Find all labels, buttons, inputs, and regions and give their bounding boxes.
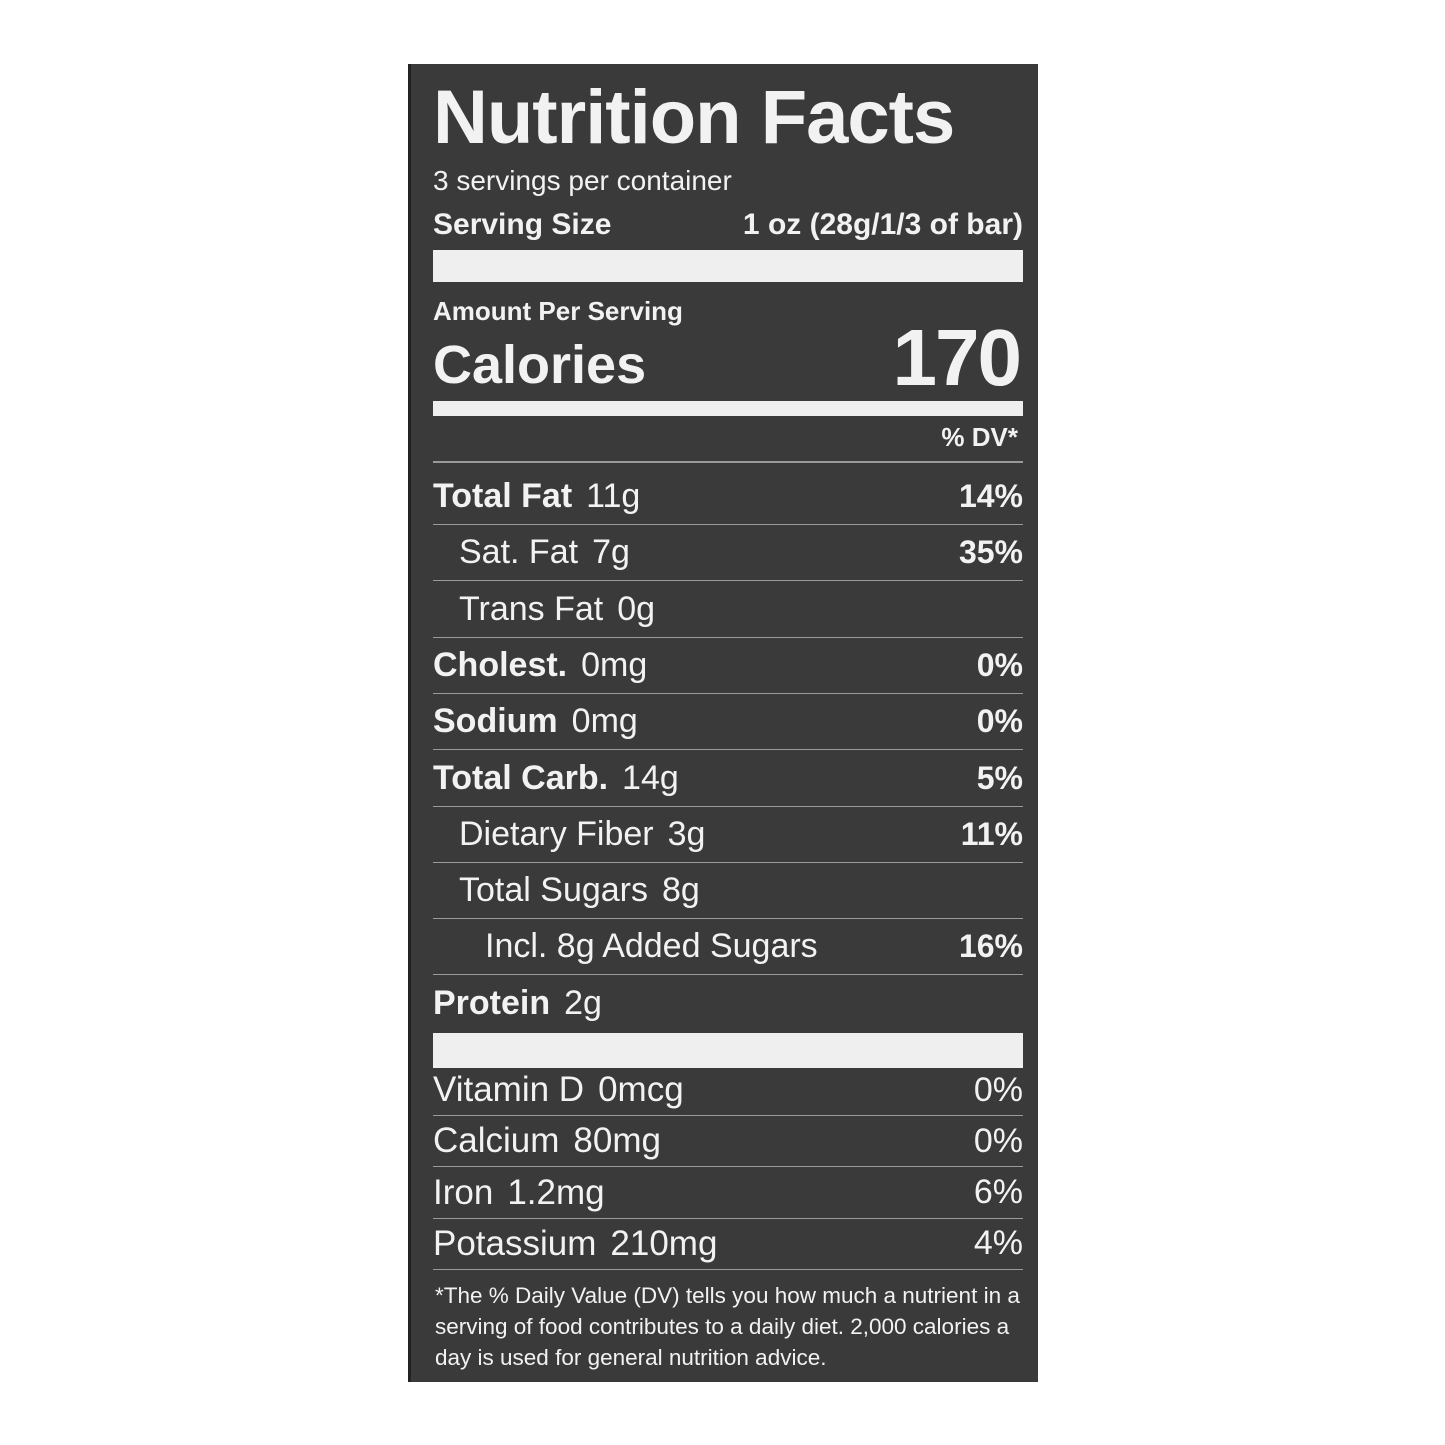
nutrient-name: Protein 2g: [433, 984, 602, 1023]
vitamin-label: Vitamin D: [433, 1070, 585, 1109]
nutrition-facts-panel: Nutrition Facts 3 servings per container…: [408, 64, 1038, 1382]
nutrient-row: Sat. Fat 7g 35%: [433, 525, 1023, 582]
nutrient-name: Sodium 0mg: [433, 702, 638, 741]
nutrient-row: Incl. 8g Added Sugars 16%: [433, 919, 1023, 976]
vitamin-amount: 210mg: [610, 1223, 718, 1263]
nutrient-label: Total Fat: [433, 477, 573, 515]
nutrient-dv: 14%: [958, 478, 1023, 514]
nutrient-row: Dietary Fiber 3g 11%: [433, 807, 1023, 863]
serving-size-label: Serving Size: [433, 208, 612, 241]
dv-header: % DV*: [941, 422, 1018, 452]
nutrient-name: Total Sugars 8g: [433, 871, 700, 910]
vitamin-amount: 80mg: [573, 1121, 661, 1161]
nutrient-dv: 35%: [958, 534, 1023, 571]
nutrient-dv: 0%: [976, 646, 1023, 683]
nutrient-amount: 2g: [564, 984, 602, 1023]
nutrient-row: Total Sugars 8g: [433, 863, 1023, 920]
nutrient-row: Trans Fat 0g: [433, 582, 1023, 638]
nutrient-name: Total Fat 11g: [433, 477, 640, 516]
nutrient-label: Sodium: [433, 702, 558, 741]
thick-divider: [433, 250, 1023, 282]
nutrient-name: Cholest. 0mg: [433, 646, 647, 685]
vitamin-label: Potassium: [433, 1223, 597, 1263]
vitamin-row: Potassium 210mg 4%: [433, 1219, 1023, 1270]
footnote: *The % Daily Value (DV) tells you how mu…: [435, 1283, 1020, 1370]
nutrient-dv: 16%: [958, 928, 1023, 965]
vitamin-label: Iron: [433, 1172, 494, 1212]
nutrient-row: Protein 2g: [433, 976, 1023, 1032]
nutrient-dv: 5%: [976, 759, 1023, 796]
vitamin-row: Vitamin D 0mcg 0%: [433, 1065, 1023, 1116]
serving-size: Serving Size 1 oz (28g/1/3 of bar): [433, 207, 1023, 243]
vitamin-dv: 4%: [973, 1224, 1023, 1263]
nutrient-row: Total Fat 11g 14%: [433, 469, 1023, 525]
vitamin-row: Iron 1.2mg 6%: [433, 1168, 1023, 1219]
nutrient-row: Cholest. 0mg 0%: [433, 638, 1023, 694]
nutrient-name: Trans Fat 0g: [433, 590, 655, 629]
label-title: Nutrition Facts: [433, 75, 955, 160]
amount-per-serving: Amount Per Serving: [433, 296, 683, 326]
vitamin-amount: 1.2mg: [507, 1172, 605, 1212]
nutrient-dv: 0%: [976, 703, 1023, 740]
vitamin-label: Calcium: [433, 1121, 560, 1161]
vitamin-row: Calcium 80mg 0%: [433, 1116, 1023, 1168]
nutrient-amount: 8g: [662, 871, 700, 910]
vitamin-dv: 6%: [973, 1173, 1023, 1212]
divider: [433, 461, 1023, 463]
vitamin-amount: 0mcg: [598, 1070, 684, 1109]
vitamin-dv: 0%: [973, 1121, 1023, 1160]
nutrient-amount: 14g: [622, 758, 679, 797]
vitamin-name: Vitamin D 0mcg: [433, 1070, 684, 1110]
nutrient-label: Dietary Fiber: [459, 814, 654, 853]
nutrient-name: Total Carb. 14g: [433, 759, 679, 798]
nutrient-amount: 11g: [586, 477, 641, 515]
nutrient-label: Total Carb.: [433, 758, 609, 797]
nutrient-amount: 3g: [667, 814, 706, 853]
nutrient-label: Sat. Fat: [459, 533, 579, 572]
servings-per-container: 3 servings per container: [433, 165, 732, 196]
calories-value: 170: [892, 313, 1022, 402]
nutrient-label: Incl. 8g Added Sugars: [485, 927, 818, 966]
medium-divider: [433, 401, 1023, 416]
nutrient-name: Incl. 8g Added Sugars: [433, 927, 832, 966]
nutrient-label: Total Sugars: [459, 871, 648, 910]
nutrient-amount: 0g: [617, 589, 656, 628]
nutrient-row: Sodium 0mg 0%: [433, 694, 1023, 751]
nutrient-name: Dietary Fiber 3g: [433, 815, 705, 854]
nutrient-amount: 7g: [592, 533, 630, 572]
nutrient-name: Sat. Fat 7g: [433, 533, 630, 572]
thick-divider: [433, 1033, 1023, 1068]
vitamin-name: Potassium 210mg: [433, 1224, 717, 1264]
nutrient-label: Trans Fat: [459, 589, 604, 628]
nutrient-label: Protein: [433, 984, 551, 1023]
calories-label: Calories: [433, 335, 647, 395]
nutrient-row: Total Carb. 14g 5%: [433, 751, 1023, 807]
vitamin-dv: 0%: [973, 1070, 1023, 1109]
nutrient-amount: 0mg: [571, 702, 638, 741]
nutrient-amount: 0mg: [581, 645, 648, 684]
vitamin-name: Calcium 80mg: [433, 1121, 661, 1161]
serving-size-value: 1 oz (28g/1/3 of bar): [742, 208, 1023, 241]
nutrient-label: Cholest.: [433, 645, 568, 684]
nutrient-dv: 11%: [960, 815, 1023, 852]
vitamin-name: Iron 1.2mg: [433, 1173, 605, 1213]
